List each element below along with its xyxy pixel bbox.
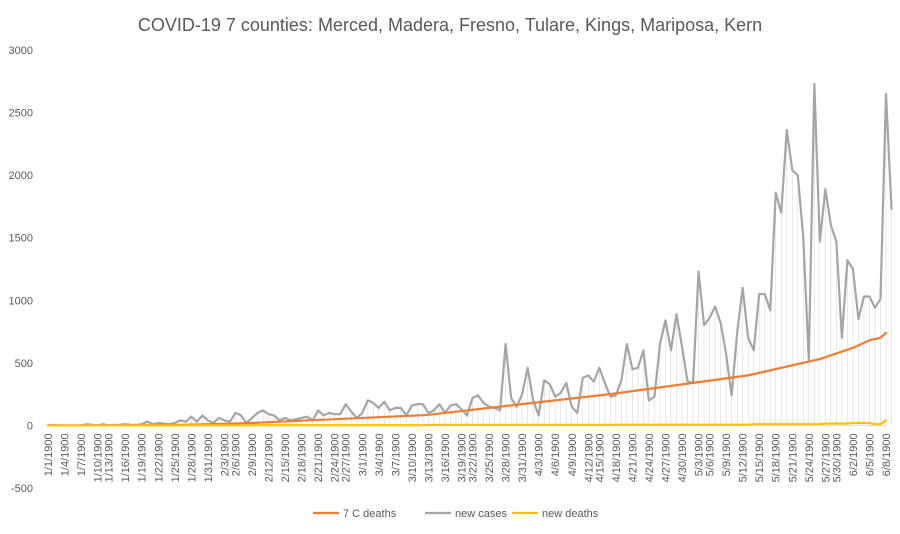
legend-label: new deaths [542,508,599,520]
y-tick-label: 2000 [9,170,33,182]
x-tick-label: 3/1/1900 [357,433,369,476]
x-tick-label: 3/4/1900 [374,433,386,476]
x-tick-label: 4/18/1900 [611,433,623,482]
y-axis: -500 0 500 1000 1500 2000 2500 3000 [9,45,33,495]
x-tick-label: 5/3/1900 [694,433,706,476]
y-tick-label: 2500 [9,108,33,120]
x-tick-label: 3/13/1900 [423,433,435,482]
x-tick-label: 2/27/1900 [341,433,353,482]
x-tick-label: 4/30/1900 [677,433,689,482]
series-line-7-c-deaths [46,331,888,427]
x-tick-label: 5/30/1900 [831,433,843,482]
x-tick-label: 4/21/1900 [627,433,639,482]
x-tick-label: 5/9/1900 [721,433,733,476]
y-tick-label: 1500 [9,233,33,245]
x-tick-label: 1/25/1900 [170,433,182,482]
x-tick-label: 5/6/1900 [705,433,717,476]
x-tick-label: 4/27/1900 [660,433,672,482]
x-tick-label: 1/19/1900 [137,433,149,482]
y-tick-label: 500 [15,358,33,370]
x-tick-label: 3/28/1900 [501,433,513,482]
legend-label: 7 C deaths [343,508,397,520]
y-tick-label: 3000 [9,45,33,57]
drop-lines [53,83,892,426]
x-tick-label: 1/28/1900 [186,433,198,482]
x-tick-label: 1/31/1900 [203,433,215,482]
x-tick-label: 2/12/1900 [264,433,276,482]
x-tick-label: 6/5/1900 [864,433,876,476]
y-tick-label: 1000 [9,295,33,307]
x-tick-label: 5/24/1900 [804,433,816,482]
x-tick-label: 4/15/1900 [594,433,606,482]
y-tick-label: 0 [27,420,33,432]
series-line-new-deaths [46,419,888,427]
x-tick-label: 3/19/1900 [456,433,468,482]
x-tick-label: 6/8/1900 [881,433,893,476]
x-tick-label: 1/10/1900 [93,433,105,482]
x-tick-label: 1/7/1900 [76,433,88,476]
x-tick-label: 2/21/1900 [313,433,325,482]
legend: 7 C deaths new cases new deaths [313,508,599,520]
x-tick-label: 3/31/1900 [517,433,529,482]
x-tick-label: 5/12/1900 [738,433,750,482]
x-tick-label: 5/21/1900 [787,433,799,482]
x-tick-label: 3/10/1900 [407,433,419,482]
x-tick-label: 4/24/1900 [644,433,656,482]
series-layer [46,82,893,427]
legend-label: new cases [455,508,507,520]
x-tick-label: 3/22/1900 [468,433,480,482]
x-tick-label: 2/24/1900 [330,433,342,482]
x-tick-label: 4/3/1900 [534,433,546,476]
x-tick-label: 1/4/1900 [60,433,72,476]
x-tick-label: 1/16/1900 [120,433,132,482]
x-tick-label: 3/7/1900 [390,433,402,476]
x-tick-label: 2/15/1900 [280,433,292,482]
x-tick-label: 1/13/1900 [104,433,116,482]
y-tick-label: -500 [11,483,33,495]
x-tick-label: 4/12/1900 [583,433,595,482]
x-tick-label: 5/27/1900 [820,433,832,482]
x-axis: 1/1/1900 1/4/1900 1/7/1900 1/10/1900 1/13/19… [43,424,893,482]
x-tick-label: 2/6/1900 [230,433,242,476]
x-tick-label: 5/15/1900 [754,433,766,482]
x-tick-label: 6/2/1900 [848,433,860,476]
x-tick-label: 5/18/1900 [771,433,783,482]
x-tick-label: 3/25/1900 [484,433,496,482]
x-tick-label: 4/6/1900 [550,433,562,476]
x-tick-label: 2/9/1900 [247,433,259,476]
chart-title: COVID-19 7 counties: Merced, Madera, Fre… [138,15,762,35]
x-tick-label: 3/16/1900 [440,433,452,482]
series-line-new-cases [46,82,893,427]
x-tick-label: 1/1/1900 [43,433,55,476]
x-tick-label: 2/3/1900 [219,433,231,476]
x-tick-label: 1/22/1900 [153,433,165,482]
x-tick-label: 4/9/1900 [567,433,579,476]
x-tick-label: 2/18/1900 [297,433,309,482]
